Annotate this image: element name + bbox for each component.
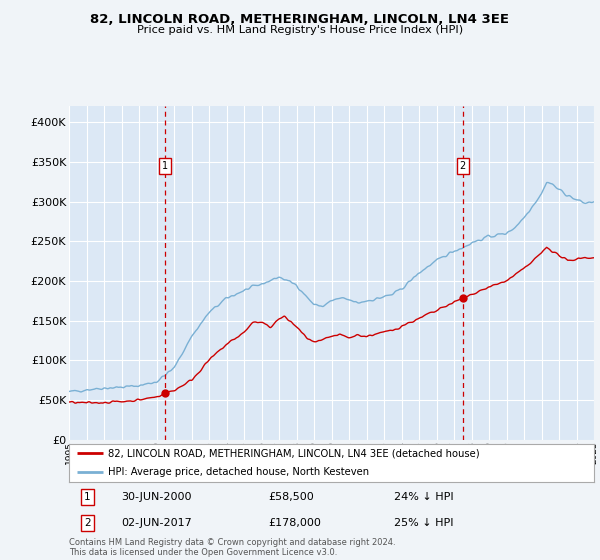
Text: 82, LINCOLN ROAD, METHERINGHAM, LINCOLN, LN4 3EE: 82, LINCOLN ROAD, METHERINGHAM, LINCOLN,… xyxy=(91,13,509,26)
Text: 24% ↓ HPI: 24% ↓ HPI xyxy=(395,492,454,502)
Text: 2: 2 xyxy=(84,517,91,528)
Text: 82, LINCOLN ROAD, METHERINGHAM, LINCOLN, LN4 3EE (detached house): 82, LINCOLN ROAD, METHERINGHAM, LINCOLN,… xyxy=(109,448,480,458)
Text: £178,000: £178,000 xyxy=(269,517,322,528)
Text: Contains HM Land Registry data © Crown copyright and database right 2024.
This d: Contains HM Land Registry data © Crown c… xyxy=(69,538,395,557)
Text: £58,500: £58,500 xyxy=(269,492,314,502)
Text: 1: 1 xyxy=(162,161,169,171)
Text: 02-JUN-2017: 02-JUN-2017 xyxy=(121,517,192,528)
Text: HPI: Average price, detached house, North Kesteven: HPI: Average price, detached house, Nort… xyxy=(109,467,370,477)
Text: 1: 1 xyxy=(84,492,91,502)
Text: 2: 2 xyxy=(460,161,466,171)
Text: Price paid vs. HM Land Registry's House Price Index (HPI): Price paid vs. HM Land Registry's House … xyxy=(137,25,463,35)
Text: 25% ↓ HPI: 25% ↓ HPI xyxy=(395,517,454,528)
Text: 30-JUN-2000: 30-JUN-2000 xyxy=(121,492,192,502)
